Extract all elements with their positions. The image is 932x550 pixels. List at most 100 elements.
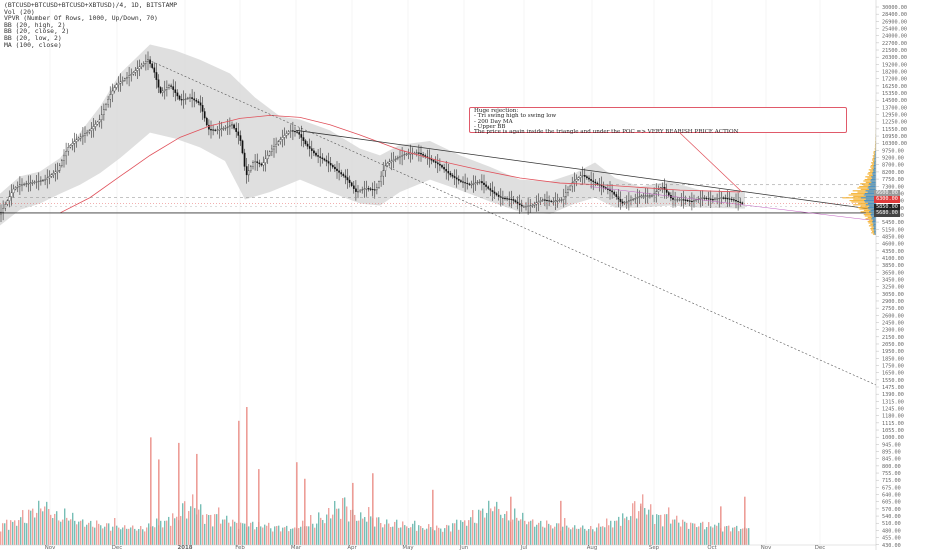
volume-bar — [472, 510, 474, 545]
volume-bar — [728, 525, 730, 545]
volume-bar — [120, 529, 122, 545]
candle-body — [201, 105, 204, 112]
candle-body — [655, 191, 658, 194]
candle-body — [273, 146, 275, 150]
volume-bar — [114, 518, 116, 545]
volume-bar — [392, 526, 394, 545]
candle-body — [474, 182, 477, 184]
volume-bar — [94, 527, 96, 545]
volume-bar — [52, 518, 54, 545]
price-tick-label: 7750.00 — [882, 177, 904, 183]
volume-bar — [692, 523, 694, 545]
price-tick-label: 1950.00 — [882, 349, 904, 355]
volume-bar — [722, 531, 724, 545]
volume-bar — [624, 518, 626, 545]
candle-body — [625, 201, 628, 203]
candle-body — [163, 89, 166, 92]
volume-bar — [354, 514, 356, 545]
candle-body — [35, 181, 38, 183]
legend-vol[interactable]: Vol (20) — [4, 7, 35, 16]
candle-body — [592, 180, 595, 183]
vpvr-bar-down — [863, 184, 876, 186]
vpvr-bar-down — [869, 174, 876, 176]
candle-body — [380, 175, 382, 182]
annotation-pointer — [679, 132, 743, 193]
volume-bar — [234, 521, 236, 545]
candle-body — [550, 200, 553, 202]
analysis-annotation[interactable]: Huge rejection: - Tri swing high to swin… — [469, 107, 847, 135]
candle-body — [88, 130, 91, 133]
vpvr-bar-down — [853, 204, 876, 206]
candle-body — [390, 160, 393, 163]
vpvr-bar-down — [868, 172, 876, 174]
candle-body — [388, 161, 391, 164]
candle-body — [403, 154, 406, 156]
candle-body — [455, 177, 458, 180]
candle-body — [716, 198, 718, 200]
volume-bar — [418, 525, 420, 545]
legend-bb-close[interactable]: BB (20, close, 2) — [4, 27, 70, 36]
price-tick-label: 640.00 — [882, 493, 901, 499]
ma-100-line — [59, 114, 741, 214]
volume-bar — [524, 520, 526, 545]
candle-body — [130, 73, 133, 76]
legend-vpvr[interactable]: VPVR (Number Of Rows, 1000, Up/Down, 70) — [4, 14, 158, 23]
candle-body — [153, 67, 156, 73]
candle-body — [665, 189, 668, 193]
candle-body — [247, 170, 250, 176]
vpvr-bar-up — [865, 204, 876, 206]
volume-bar — [542, 526, 544, 545]
candle-body — [117, 83, 120, 85]
candle-body — [306, 143, 309, 147]
price-candles — [0, 51, 744, 223]
candle-body — [504, 197, 506, 200]
candle-body — [613, 191, 616, 195]
current-price-tag: 6300.00 — [874, 196, 900, 203]
candle-body — [451, 174, 454, 177]
volume-bar — [548, 523, 550, 545]
volume-bar — [662, 526, 664, 545]
candle-body — [462, 181, 464, 183]
price-tick-label: 1115.00 — [882, 421, 904, 427]
vpvr-bar-down — [873, 151, 876, 153]
candle-body — [346, 177, 349, 181]
candle-body — [75, 139, 78, 142]
candle-body — [588, 177, 590, 180]
volume-bar — [536, 524, 538, 545]
legend-symbol[interactable]: (BTCUSD+BTCUSD+BTCUSD+XBTUSD)/4, 1D, BIT… — [4, 1, 178, 9]
legend-ma[interactable]: MA (100, close) — [4, 40, 62, 49]
vpvr-bar-down — [872, 230, 876, 232]
triangle-upper-line — [295, 129, 877, 211]
volume-bar — [314, 527, 316, 545]
candle-body — [161, 90, 164, 93]
volume-bar — [318, 512, 320, 545]
volume-bar — [420, 526, 422, 545]
volume-bar — [102, 528, 104, 545]
volume-bar — [284, 527, 286, 545]
candle-body — [445, 169, 448, 172]
candle-body — [82, 134, 84, 137]
candle-body — [268, 151, 271, 156]
volume-bar — [62, 519, 64, 545]
vpvr-bar-down — [875, 137, 876, 139]
poc-price-tag: 6600.00 — [874, 190, 900, 197]
candle-body — [382, 170, 385, 177]
candle-body — [310, 148, 313, 151]
volume-bar — [132, 525, 134, 545]
vpvr-bar-down — [842, 197, 876, 199]
candle-body — [359, 190, 361, 192]
volume-bar — [300, 526, 302, 545]
volume-bar — [424, 529, 426, 545]
vpvr-bar-up — [875, 153, 876, 155]
volume-bar — [584, 528, 586, 545]
candle-body — [287, 131, 290, 134]
legend-bb-low[interactable]: BB (20, low, 2) — [4, 33, 62, 42]
volume-bar — [504, 513, 506, 545]
legend-bb-high[interactable]: BB (20, high, 2) — [4, 20, 66, 29]
volume-bar — [422, 528, 424, 545]
volume-spike — [744, 496, 746, 545]
volume-bar — [58, 520, 60, 545]
vpvr-bar-up — [868, 183, 876, 185]
candle-body — [453, 176, 456, 178]
price-tick-label: 2600.00 — [882, 313, 904, 319]
